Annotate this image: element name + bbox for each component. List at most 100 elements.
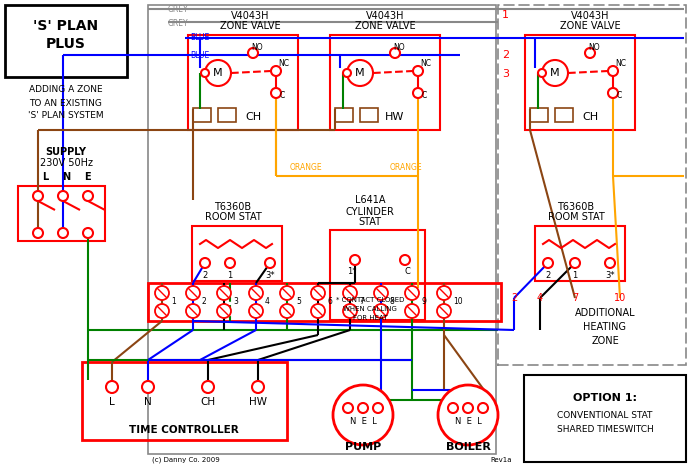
Text: V4043H: V4043H (571, 11, 609, 21)
Circle shape (186, 286, 200, 300)
Circle shape (390, 48, 400, 58)
Bar (188, 35, 298, 130)
Circle shape (350, 255, 360, 265)
Text: 5: 5 (296, 297, 301, 306)
Circle shape (83, 228, 93, 238)
Circle shape (58, 228, 68, 238)
Text: SHARED TIMESWITCH: SHARED TIMESWITCH (557, 425, 653, 434)
Circle shape (343, 69, 351, 77)
Text: 8: 8 (390, 297, 395, 306)
Text: ZONE VALVE: ZONE VALVE (560, 21, 620, 31)
Text: 10: 10 (614, 293, 626, 303)
Circle shape (271, 88, 281, 98)
Bar (82, 362, 287, 440)
Text: ROOM STAT: ROOM STAT (548, 212, 604, 222)
Text: C: C (404, 266, 410, 276)
Text: ORANGE: ORANGE (290, 163, 323, 173)
Text: STAT: STAT (359, 217, 382, 227)
Text: NO: NO (251, 43, 263, 51)
Text: NO: NO (588, 43, 600, 51)
Text: FOR HEAT: FOR HEAT (353, 315, 387, 321)
Text: GREY: GREY (168, 6, 188, 15)
Bar (530, 108, 548, 122)
Bar (5, 5, 127, 77)
Circle shape (343, 403, 353, 413)
Text: PLUS: PLUS (46, 37, 86, 51)
Text: M: M (355, 68, 365, 78)
Bar (330, 35, 440, 130)
Circle shape (106, 381, 118, 393)
Text: 'S' PLAN: 'S' PLAN (33, 19, 99, 33)
Circle shape (373, 403, 383, 413)
Circle shape (405, 286, 419, 300)
Bar (148, 283, 501, 321)
Text: 3: 3 (502, 69, 509, 79)
Text: OPTION 1:: OPTION 1: (573, 393, 637, 403)
Text: ORANGE: ORANGE (390, 163, 422, 173)
Text: 2: 2 (202, 271, 208, 279)
Text: N: N (62, 172, 70, 182)
Circle shape (570, 258, 580, 268)
Text: NC: NC (420, 59, 431, 68)
Circle shape (225, 258, 235, 268)
Text: ZONE: ZONE (591, 336, 619, 346)
Bar (18, 186, 105, 241)
Text: 9: 9 (421, 297, 426, 306)
Bar (193, 108, 211, 122)
Circle shape (33, 191, 43, 201)
Circle shape (463, 403, 473, 413)
Text: ZONE VALVE: ZONE VALVE (219, 21, 280, 31)
Circle shape (186, 304, 200, 318)
Text: 1: 1 (573, 271, 578, 279)
Circle shape (605, 258, 615, 268)
Circle shape (200, 258, 210, 268)
Text: PUMP: PUMP (345, 442, 381, 452)
Circle shape (413, 88, 423, 98)
Circle shape (280, 286, 294, 300)
Text: CH: CH (245, 112, 261, 122)
Circle shape (271, 66, 281, 76)
Text: 3*: 3* (265, 271, 275, 279)
Circle shape (33, 228, 43, 238)
Circle shape (400, 255, 410, 265)
Circle shape (585, 48, 595, 58)
Circle shape (374, 286, 388, 300)
Text: 1: 1 (171, 297, 176, 306)
Circle shape (83, 191, 93, 201)
Text: 4: 4 (265, 297, 270, 306)
Text: CYLINDER: CYLINDER (346, 207, 395, 217)
Text: Rev1a: Rev1a (490, 457, 511, 463)
Circle shape (248, 48, 258, 58)
Bar (148, 5, 496, 454)
Text: M: M (550, 68, 560, 78)
Text: CH: CH (582, 112, 598, 122)
Text: GREY: GREY (168, 19, 188, 28)
Circle shape (437, 286, 451, 300)
Text: 1*: 1* (347, 266, 357, 276)
Text: 1: 1 (228, 271, 233, 279)
Circle shape (155, 286, 169, 300)
Text: SUPPLY: SUPPLY (46, 147, 86, 157)
Circle shape (265, 258, 275, 268)
Text: 1: 1 (502, 10, 509, 20)
Text: BLUE: BLUE (190, 51, 209, 59)
Circle shape (448, 403, 458, 413)
Circle shape (249, 304, 263, 318)
Text: HW: HW (385, 112, 405, 122)
Bar (535, 226, 625, 281)
Text: NO: NO (393, 43, 404, 51)
Circle shape (405, 304, 419, 318)
Circle shape (358, 403, 368, 413)
Circle shape (249, 286, 263, 300)
Text: 4: 4 (537, 293, 543, 303)
Circle shape (542, 60, 568, 86)
Circle shape (608, 66, 618, 76)
Bar (498, 5, 686, 365)
Circle shape (347, 60, 373, 86)
Text: NC: NC (278, 59, 289, 68)
Text: 2: 2 (202, 297, 207, 306)
Circle shape (202, 381, 214, 393)
Circle shape (413, 66, 423, 76)
Text: N: N (144, 397, 152, 407)
Circle shape (201, 69, 209, 77)
